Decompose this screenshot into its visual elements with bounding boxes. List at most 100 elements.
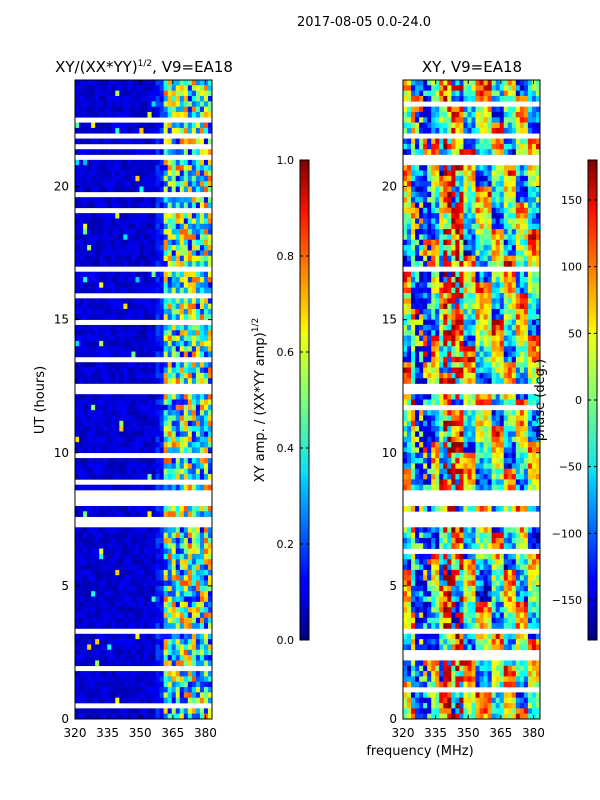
heatmap-cell <box>127 340 132 347</box>
heatmap-cell <box>135 410 140 416</box>
heatmap-cell <box>95 202 100 209</box>
heatmap-cell <box>183 394 189 400</box>
heatmap-cell <box>411 90 416 97</box>
heatmap-cell <box>515 324 521 331</box>
heatmap-cell <box>131 165 136 171</box>
heatmap-cell <box>171 250 177 257</box>
heatmap-cell <box>75 655 80 661</box>
heatmap-cell <box>115 111 120 118</box>
heatmap-cell <box>107 271 112 278</box>
heatmap-cell <box>419 351 424 358</box>
heatmap-cell <box>475 80 480 86</box>
heatmap-cell <box>171 655 177 661</box>
heatmap-cell <box>499 293 505 299</box>
heatmap-cell <box>151 506 156 512</box>
heatmap-cell <box>207 330 213 336</box>
heatmap-cell <box>483 324 489 331</box>
heatmap-cell <box>531 282 537 288</box>
heatmap-cell <box>535 293 541 299</box>
heatmap-cell <box>147 543 152 549</box>
heatmap-cell <box>203 484 209 491</box>
heatmap-cell <box>111 138 116 145</box>
heatmap-cell <box>423 346 428 352</box>
heatmap-cell <box>467 340 472 347</box>
heatmap-cell <box>407 191 412 198</box>
heatmap-cell <box>491 165 497 171</box>
heatmap-cell <box>127 404 132 411</box>
heatmap-cell <box>415 234 420 241</box>
heatmap-cell <box>471 127 476 134</box>
heatmap-cell <box>427 298 432 304</box>
heatmap-cell <box>435 138 440 145</box>
heatmap-cell <box>419 250 424 257</box>
heatmap-cell <box>95 175 100 182</box>
heatmap-cell <box>503 255 509 262</box>
heatmap-cell <box>419 197 424 203</box>
heatmap-cell <box>119 80 124 86</box>
heatmap-cell <box>99 80 104 86</box>
heatmap-cell <box>479 117 484 123</box>
heatmap-cell <box>199 596 205 603</box>
heatmap-cell <box>187 362 193 368</box>
heatmap-cell <box>407 111 412 118</box>
heatmap-cell <box>103 90 108 97</box>
heatmap-cell <box>167 713 173 720</box>
heatmap-cell <box>95 282 100 288</box>
heatmap-cell <box>507 170 513 177</box>
heatmap-cell <box>207 255 213 262</box>
heatmap-cell <box>479 287 484 294</box>
heatmap-cell <box>167 687 173 693</box>
heatmap-cell <box>175 340 181 347</box>
heatmap-cell <box>519 186 525 193</box>
heatmap-cell <box>131 585 136 592</box>
heatmap-cell <box>87 601 92 608</box>
heatmap-cell <box>195 239 201 246</box>
heatmap-cell <box>119 122 124 129</box>
heatmap-cell <box>75 372 80 379</box>
heatmap-cell <box>87 223 92 230</box>
heatmap-cell <box>131 372 136 379</box>
heatmap-cell <box>179 213 185 219</box>
heatmap-cell <box>111 245 116 251</box>
heatmap-cell <box>411 282 416 288</box>
heatmap-cell <box>479 298 484 304</box>
heatmap-cell <box>159 442 165 448</box>
heatmap-cell <box>419 138 424 145</box>
heatmap-cell <box>447 340 452 347</box>
heatmap-cell <box>511 346 517 352</box>
heatmap-cell <box>195 378 201 384</box>
heatmap-cell <box>479 351 484 358</box>
heatmap-cell <box>535 271 541 278</box>
heatmap-cell <box>523 277 529 283</box>
heatmap-cell <box>139 95 144 102</box>
heatmap-cell <box>503 143 509 150</box>
heatmap-cell <box>499 117 505 123</box>
heatmap-cell <box>75 85 80 91</box>
heatmap-cell <box>171 420 177 427</box>
heatmap-cell <box>91 532 96 539</box>
heatmap-cell <box>531 351 537 358</box>
heatmap-cell <box>95 308 100 315</box>
heatmap-cell <box>143 127 148 134</box>
heatmap-cell <box>95 106 100 113</box>
heatmap-cell <box>203 229 209 235</box>
heatmap-cell <box>419 314 424 320</box>
heatmap-cell <box>475 127 480 134</box>
heatmap-cell <box>531 324 537 331</box>
heatmap-cell <box>91 601 96 608</box>
heatmap-cell <box>419 335 424 342</box>
heatmap-cell <box>503 213 509 219</box>
heatmap-cell <box>427 85 432 91</box>
heatmap-cell <box>131 596 136 603</box>
heatmap-cell <box>203 671 209 677</box>
heatmap-cell <box>91 681 96 688</box>
heatmap-cell <box>411 149 416 155</box>
heatmap-cell <box>119 676 124 683</box>
heatmap-cell <box>83 261 88 267</box>
heatmap-cell <box>91 186 96 193</box>
heatmap-cell <box>467 346 472 352</box>
heatmap-cell <box>107 596 112 603</box>
heatmap-cell <box>139 463 144 470</box>
heatmap-cell <box>111 372 116 379</box>
